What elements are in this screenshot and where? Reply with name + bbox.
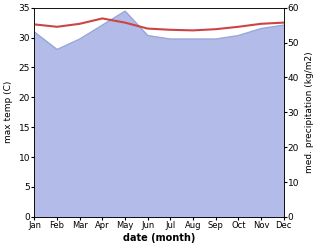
Y-axis label: max temp (C): max temp (C) (4, 81, 13, 144)
X-axis label: date (month): date (month) (123, 233, 195, 243)
Y-axis label: med. precipitation (kg/m2): med. precipitation (kg/m2) (305, 51, 314, 173)
